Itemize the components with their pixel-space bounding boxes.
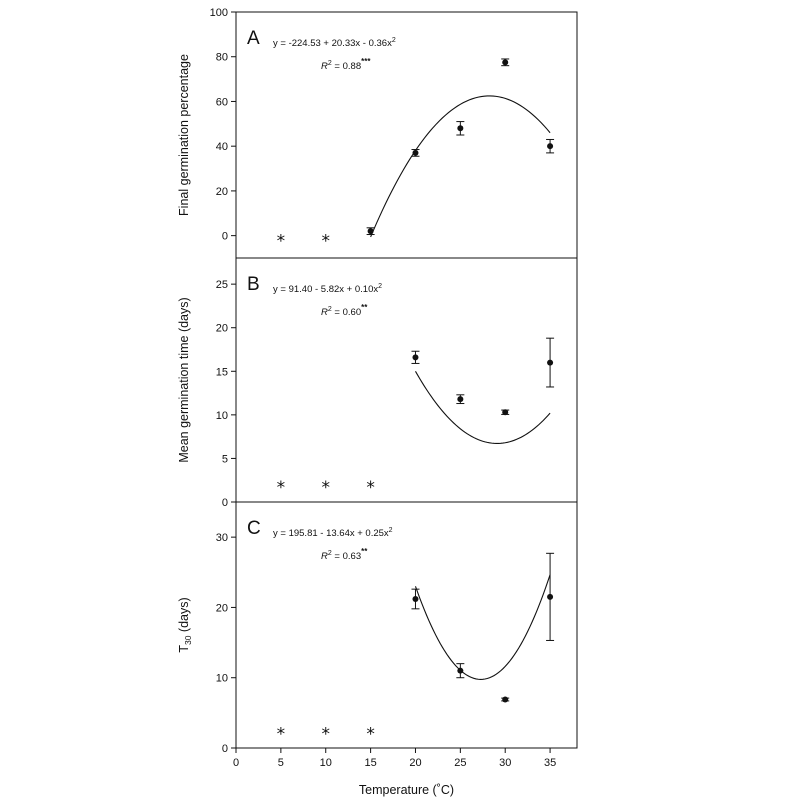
y-tick-label: 0 [222,231,228,243]
y-tick-label: 100 [210,7,228,19]
x-tick-label: 10 [320,757,332,769]
x-axis-title: Temperature (˚C) [359,783,454,797]
y-tick-label: 0 [222,497,228,509]
data-point [502,409,509,416]
no-germination-marker: * [277,724,286,744]
x-tick-label: 5 [278,757,284,769]
y-tick-label: 60 [216,96,228,108]
regression-equation-text: y = -224.53 + 20.33x - 0.36x [273,38,392,49]
plot-frame [235,501,578,749]
r-squared-exponent: 2 [328,306,332,313]
data-point [502,696,509,703]
data-point [457,667,464,674]
y-tick-label: 40 [216,141,228,153]
fit-curve [370,95,551,238]
fit-curve [414,574,551,680]
regression-equation: y = 91.40 - 5.82x + 0.10x2 [273,283,382,295]
no-germination-marker: * [277,478,286,498]
y-axis-title: Final germination percentage [177,54,191,216]
r-squared-value: = 0.60 [332,307,361,318]
data-point [457,396,464,403]
no-germination-marker: * [366,478,375,498]
y-tick-label: 20 [216,186,228,198]
panel-a: 0 20 40 60 80 100 Final germination percentage… [177,7,578,259]
regression-equation-exponent: 2 [392,37,396,44]
y-tick-label: 30 [216,532,228,544]
data-point [412,354,419,361]
regression-equation: y = -224.53 + 20.33x - 0.36x2 [273,37,396,49]
panel-letter: C [247,518,261,539]
data-point [547,143,554,150]
y-axis-title: Mean germination time (days) [177,297,191,462]
r-squared-label: R2 = 0.60** [321,303,368,318]
y-tick-label: 5 [222,453,228,465]
x-tick-label: 30 [499,757,511,769]
r-squared-exponent: 2 [328,550,332,557]
data-point [367,228,374,235]
data-point [457,125,464,132]
no-germination-marker: * [277,232,286,252]
y-axis-title-subscript: 30 [183,635,193,645]
no-germination-marker: * [366,724,375,744]
r-squared-exponent: 2 [328,60,332,67]
y-tick-label: 10 [216,410,228,422]
data-point [502,59,509,66]
data-point [412,595,419,602]
x-tick-label: 0 [233,757,239,769]
regression-equation-exponent: 2 [389,527,393,534]
x-tick-label: 35 [544,757,556,769]
regression-equation: y = 195.81 - 13.64x + 0.25x2 [273,527,393,539]
x-tick-label: 25 [454,757,466,769]
y-tick-label: 0 [222,743,228,755]
data-point [412,149,419,156]
panel-b: 0 5 10 15 20 25 Mean germination time (days) B y… [177,257,578,509]
no-germination-marker: * [321,478,330,498]
panel-letter: B [247,274,260,295]
x-tick-label: 15 [364,757,376,769]
y-axis-title: T30 (days) [177,597,193,652]
r-squared-label: R2 = 0.88*** [321,57,371,72]
y-axis-title-suffix: (days) [177,597,191,635]
y-axis-title-text: Final germination percentage [177,54,191,216]
y-tick-label: 10 [216,673,228,685]
significance-stars: ** [361,303,368,312]
regression-equation-text: y = 91.40 - 5.82x + 0.10x [273,284,378,295]
x-axis: 0 5 10 15 20 25 30 35 [233,748,556,769]
r-squared-symbol: R [321,551,328,562]
x-tick-label: 20 [409,757,421,769]
r-squared-label: R2 = 0.63** [321,547,368,562]
no-germination-marker: * [321,724,330,744]
y-axis-title-text: T [177,645,191,653]
r-squared-symbol: R [321,61,328,72]
y-axis-title-text: Mean germination time (days) [177,297,191,462]
y-tick-label: 25 [216,279,228,291]
panel-letter: A [247,28,260,49]
y-tick-label: 15 [216,366,228,378]
y-tick-label: 20 [216,602,228,614]
r-squared-value: = 0.88 [332,61,361,72]
r-squared-symbol: R [321,307,328,318]
regression-equation-text: y = 195.81 - 13.64x + 0.25x [273,528,389,539]
data-point [547,359,554,366]
y-tick-label: 20 [216,323,228,335]
r-squared-value: = 0.63 [332,551,361,562]
significance-stars: *** [361,57,371,66]
fit-curve [414,371,551,444]
y-tick-label: 80 [216,52,228,64]
data-point [547,593,554,600]
significance-stars: ** [361,547,368,556]
regression-equation-exponent: 2 [378,283,382,290]
no-germination-marker: * [321,232,330,252]
